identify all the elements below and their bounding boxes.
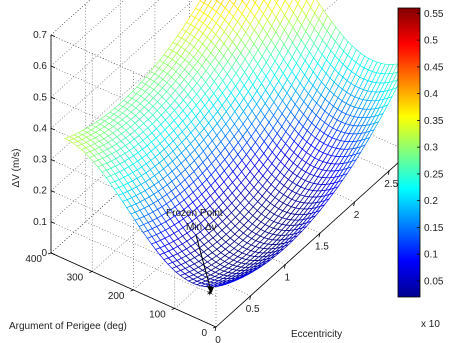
y-tick-mark: [130, 289, 134, 292]
z-tick-label: 0.1: [33, 217, 47, 228]
y-tick-mark: [171, 308, 175, 310]
colorbar-tick-label: 0.5: [424, 36, 438, 47]
annotation-line-2: Min Δv: [186, 222, 217, 233]
colorbar-tick-label: 0.05: [424, 276, 444, 287]
frozen-point-annotation: Frozen Point Min Δv ✶: [166, 208, 223, 299]
frozen-point-marker: ✶: [206, 289, 214, 299]
colorbar-tick-label: 0.25: [424, 169, 444, 180]
surface-patch: [225, 280, 235, 285]
x-tick-label: 2.5: [384, 179, 398, 190]
x-tick-mark: [214, 326, 217, 332]
z-tick-label: 0: [41, 248, 47, 259]
y-tick-label: 400: [25, 254, 42, 265]
z-tick-label: 0.2: [33, 186, 47, 197]
colorbar: 0.05 0.1 0.15 0.2 0.25 0.3 0.35 0.4 0.45 0.5 0.55: [397, 7, 444, 298]
y-tick-label: 100: [149, 310, 166, 321]
colorbar-tick-label: 0.3: [424, 143, 438, 154]
colorbar-tick-label: 0.2: [424, 196, 438, 207]
z-tick-label: 0.6: [33, 61, 47, 72]
z-axis-label: ΔV (m/s): [11, 149, 22, 188]
x-tick-labels: 0 0.5 1 1.5 2 2.5: [214, 170, 399, 343]
z-tick-mark: [50, 159, 56, 162]
colorbar-tick-label: 0.4: [424, 89, 438, 100]
z-tick-label: 0.3: [33, 155, 47, 166]
x-tick-mark: [283, 264, 286, 269]
x-tick-mark: [387, 170, 390, 175]
x-tick-label: 0: [215, 335, 221, 343]
colorbar-gradient: [397, 7, 421, 298]
x-tick-mark: [249, 295, 252, 300]
colorbar-tick-label: 0.15: [424, 223, 444, 234]
y-tick-label: 200: [108, 291, 125, 302]
z-tick-mark: [50, 65, 56, 69]
z-tick-mark: [50, 34, 56, 37]
annotation-arrow: [195, 234, 212, 292]
x-tick-label: 1.5: [315, 241, 329, 252]
y-tick-label: 0: [201, 328, 207, 339]
y-axis-label: Argument of Perigee (deg): [9, 321, 127, 332]
x-tick-mark: [353, 201, 355, 207]
annotation-arrowhead: [207, 286, 214, 294]
colorbar-tick-label: 0.55: [424, 9, 444, 20]
z-tick-mark: [50, 252, 56, 255]
z-tick-labels: 0 0.1 0.2 0.3 0.4 0.5 0.6 0.7: [33, 30, 56, 259]
annotation-line-1: Frozen Point: [166, 208, 223, 219]
z-tick-label: 0.7: [33, 30, 47, 41]
colorbar-tick-label: 0.45: [424, 62, 444, 73]
z-tick-mark: [50, 128, 56, 131]
y-tick-label: 300: [67, 273, 84, 284]
x-axis-line: [215, 151, 411, 328]
y-tick-labels: 0 100 200 300 400: [25, 252, 217, 339]
y-tick-mark: [89, 271, 93, 273]
y-tick-mark: [47, 252, 52, 255]
y-tick-mark: [212, 326, 217, 329]
z-tick-mark: [50, 190, 56, 193]
z-grid-line: [50, 221, 217, 297]
x-tick-mark: [318, 233, 321, 238]
z-tick-label: 0.5: [33, 92, 47, 103]
x-tick-label: 1: [285, 273, 291, 284]
z-tick-label: 0.4: [33, 123, 47, 134]
colorbar-tick-label: 0.35: [424, 116, 444, 127]
x-exponent-label: x 10: [421, 319, 440, 330]
x-axis-label: Eccentricity: [291, 329, 342, 340]
x-tick-label: 0.5: [246, 304, 260, 315]
z-tick-mark: [50, 96, 56, 100]
colorbar-tick-labels: 0.05 0.1 0.15 0.2 0.25 0.3 0.35 0.4 0.45 0.5 0.55: [417, 9, 444, 287]
z-tick-mark: [50, 221, 56, 224]
surface-mesh: [64, 0, 411, 288]
surface-patch: [294, 0, 301, 5]
colorbar-tick-label: 0.1: [424, 250, 438, 261]
x-tick-label: 2: [354, 210, 360, 221]
